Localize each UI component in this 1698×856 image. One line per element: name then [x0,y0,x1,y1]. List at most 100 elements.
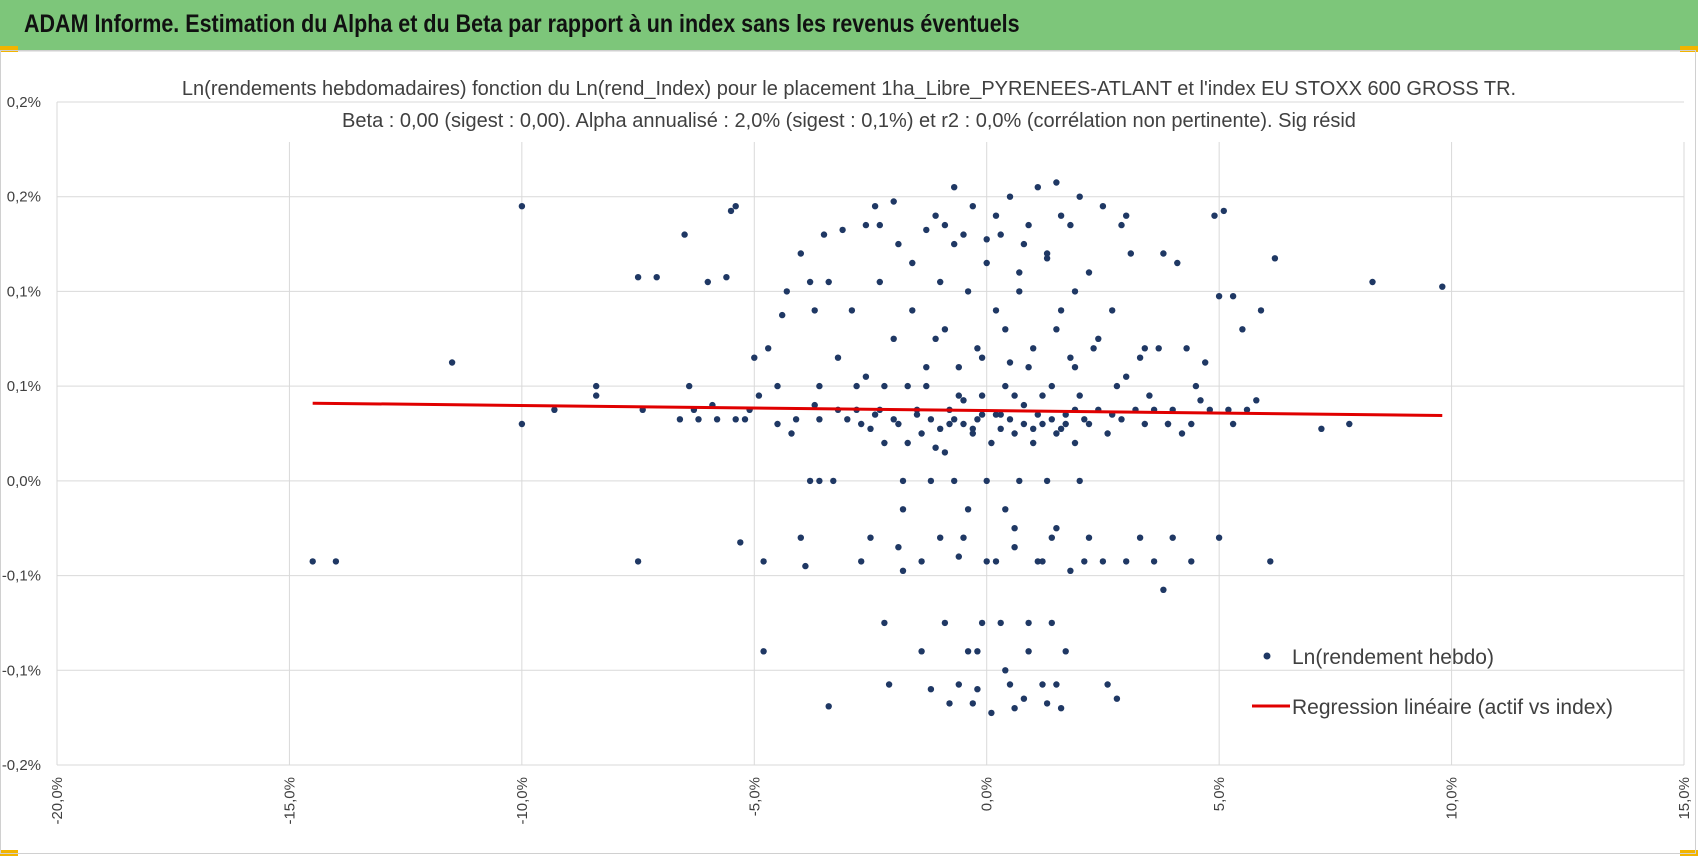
x-tick-label-6: 10,0% [1444,777,1461,820]
data-point-135 [1057,307,1065,314]
data-point-109 [997,231,1004,238]
grid [56,101,1685,766]
data-point-54 [853,382,860,390]
data-point-189 [1239,326,1246,333]
data-point-65 [881,382,888,390]
data-point-258 [1011,705,1018,712]
data-point-105 [988,439,995,447]
data-point-49 [830,477,837,485]
data-point-186 [1225,406,1232,413]
data-point-264 [862,373,870,380]
data-point-145 [1081,416,1088,423]
data-point-77 [918,648,925,655]
data-point-47 [825,278,832,286]
data-point-151 [1099,203,1107,210]
data-point-157 [1118,416,1125,423]
data-point-275 [1002,382,1009,390]
data-point-10 [634,274,642,281]
data-point-69 [895,544,902,551]
data-point-207 [1034,411,1042,418]
data-point-122 [1025,619,1032,627]
data-point-230 [964,288,972,295]
data-point-175 [1178,430,1186,437]
data-point-36 [792,416,800,423]
data-point-140 [1067,567,1074,574]
data-point-200 [927,416,935,423]
data-point-274 [978,392,986,399]
data-point-46 [820,231,828,238]
data-point-25 [741,416,749,423]
data-point-173 [1169,534,1176,541]
data-point-208 [1048,416,1056,423]
legend-point-marker [1263,652,1271,660]
data-point-117 [1016,269,1023,276]
data-point-261 [1095,335,1102,342]
x-tick-label-5: 5,0% [1211,777,1228,811]
data-point-59 [867,534,874,541]
data-point-144 [1076,193,1083,200]
data-point-32 [774,382,781,390]
data-point-99 [974,345,981,352]
data-point-236 [951,240,958,248]
data-point-214 [997,425,1004,432]
data-point-92 [955,364,962,371]
data-point-263 [1076,392,1083,399]
data-point-101 [978,411,986,418]
data-point-143 [1076,477,1083,485]
data-point-121 [1025,221,1032,229]
data-point-0 [309,558,316,565]
y-axis-ticks: 0,2% 0,2% 0,1% 0,1% 0,0% -0,1% -0,1% -0,2% [2,94,41,774]
data-point-111 [1002,506,1009,513]
data-point-156 [1113,695,1121,702]
data-point-72 [899,477,907,485]
data-point-196 [1346,420,1353,428]
data-point-209 [1062,420,1069,428]
data-point-198 [1439,283,1446,290]
y-tick-label-7: -0,2% [2,757,41,774]
data-point-233 [909,259,916,267]
x-tick-label-4: 0,0% [979,777,996,811]
data-point-6 [593,382,600,390]
data-point-221 [1011,392,1018,399]
data-point-130 [1043,477,1051,485]
data-point-167 [1150,558,1158,565]
data-point-188 [1229,420,1237,428]
corner-accent-right [1680,46,1698,52]
data-point-125 [1034,184,1042,191]
data-point-127 [1039,420,1046,428]
data-point-27 [751,354,758,361]
data-point-222 [1039,392,1046,399]
data-point-206 [1020,420,1028,428]
data-point-110 [997,411,1004,418]
data-point-96 [964,648,972,655]
legend-line-label: Regression linéaire (actif vs index) [1292,696,1613,719]
data-point-194 [1271,255,1279,262]
data-point-12 [676,416,684,423]
chart-frame [0,50,1696,854]
data-point-205 [1006,416,1014,423]
data-point-97 [969,430,976,437]
data-point-183 [1215,534,1223,541]
data-point-81 [927,686,935,693]
data-point-195 [1318,425,1325,432]
data-point-247 [1039,558,1046,565]
data-point-115 [1011,430,1018,437]
data-point-256 [1053,681,1060,688]
data-point-163 [1136,534,1144,541]
data-point-181 [1206,406,1214,413]
data-point-23 [732,416,739,423]
data-point-193 [1267,558,1274,565]
data-point-107 [992,307,1000,314]
data-point-93 [960,231,967,238]
data-point-70 [895,240,902,248]
data-point-28 [755,392,763,399]
data-point-52 [844,416,851,423]
data-point-98 [969,203,976,210]
data-point-262 [904,382,911,390]
data-point-179 [1197,397,1204,404]
data-point-254 [955,681,962,688]
data-point-224 [978,354,986,361]
data-point-246 [983,558,990,565]
data-point-203 [974,416,981,423]
data-point-86 [941,449,949,456]
